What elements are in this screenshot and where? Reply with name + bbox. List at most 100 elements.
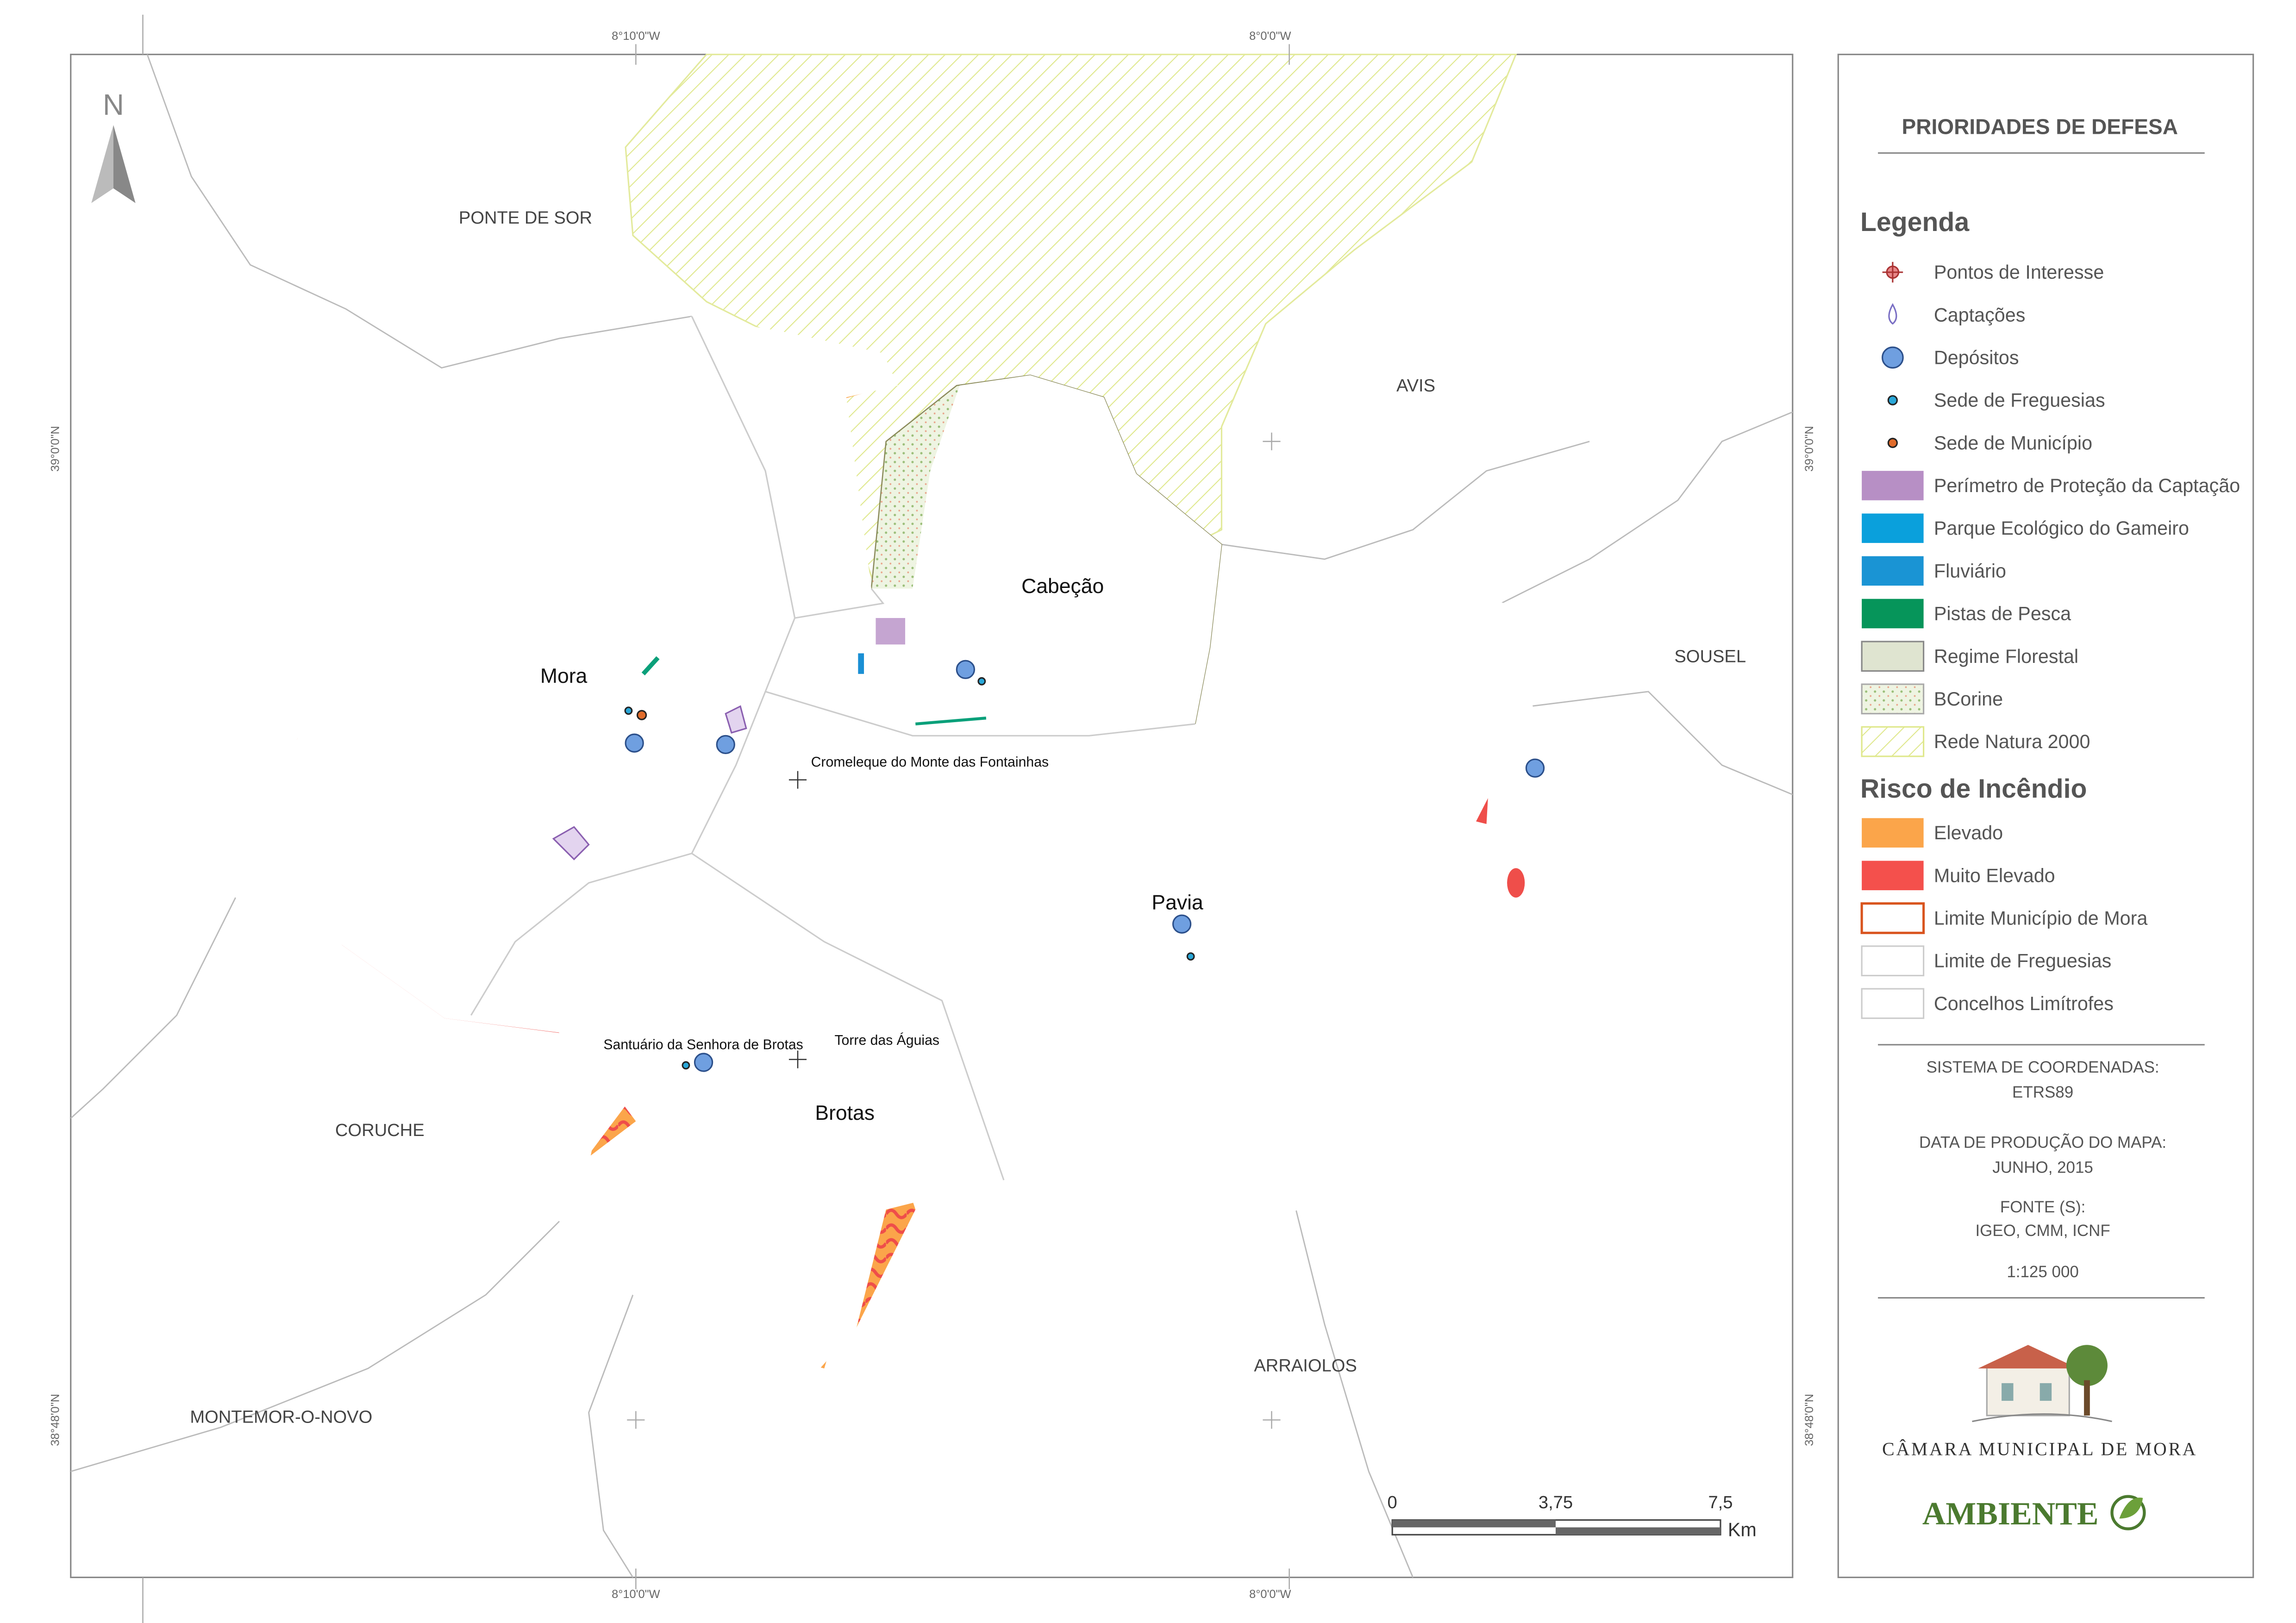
neighbor-label: SOUSEL: [1674, 646, 1746, 666]
map-shape: [1862, 513, 1924, 543]
map-shape: [1172, 914, 1192, 934]
map-shape: [1525, 758, 1545, 778]
map-shape: [1882, 346, 1904, 369]
scale-ratio: 1:125 000: [2007, 1263, 2079, 1281]
legend-label: Muito Elevado: [1934, 865, 2055, 886]
neighbor-borders: [70, 54, 1793, 1578]
map-shape: [1860, 902, 1925, 934]
map-shape: [1861, 641, 1925, 672]
map-shape: [694, 1053, 713, 1072]
legend-symbols: [1860, 262, 1925, 1019]
map-shape: [915, 716, 987, 726]
map-shape: [1861, 726, 1925, 757]
map-shape: [876, 618, 906, 645]
map-shape: [625, 733, 644, 753]
map-shape: [765, 691, 1195, 737]
scale-tick: 7,5: [1708, 1492, 1733, 1512]
map-shape: [795, 588, 885, 619]
map-shape: [1972, 1413, 2112, 1423]
legend-label: Depósitos: [1934, 347, 2019, 368]
scale-bar: 0 3,75 7,5 Km: [1388, 1492, 1757, 1540]
map-shape: [2066, 1345, 2108, 1386]
legend-label: Sede de Freguesias: [1934, 390, 2105, 411]
map-shape: [1887, 437, 1898, 448]
map-shape: [146, 54, 692, 369]
legend-label: Elevado: [1934, 822, 2003, 843]
info-value: JUNHO, 2015: [1992, 1158, 2093, 1176]
poi-label: Torre das Águias: [834, 1033, 939, 1048]
map-shape: [716, 735, 735, 755]
map-shape: [2039, 1383, 2052, 1401]
longitude-label: 8°0'0"W: [1249, 1588, 1291, 1601]
map-shape: [91, 125, 113, 203]
info-value: IGEO, CMM, ICNF: [1975, 1222, 2110, 1240]
scale-unit: Km: [1728, 1519, 1757, 1540]
scale-tick: 0: [1388, 1492, 1397, 1512]
parish-label: Pavia: [1151, 891, 1203, 914]
map-shape: [1888, 303, 1897, 325]
map-shape: [691, 853, 1005, 1180]
point-symbols: [552, 660, 1545, 1072]
info-value: ETRS89: [2012, 1083, 2073, 1101]
map-shape: [1862, 861, 1924, 891]
map-shape: [1978, 1345, 2078, 1369]
neighbor-label: PONTE DE SOR: [459, 208, 592, 228]
map-shape: [624, 706, 633, 715]
map-shape: [1392, 1520, 1556, 1528]
neighbor-label: AVIS: [1396, 376, 1435, 396]
map-shape: [1887, 395, 1898, 406]
legend-label: Rede Natura 2000: [1934, 731, 2090, 752]
parish-label: Cabeção: [1021, 575, 1104, 598]
neighbor-label: MONTEMOR-O-NOVO: [190, 1407, 372, 1427]
legend-label: Fluviário: [1934, 560, 2006, 581]
graticule-crosses: [142, 14, 1290, 1623]
map-shape: [1186, 952, 1195, 961]
map-shape: [1862, 556, 1924, 586]
map-shape: [70, 1221, 560, 1472]
legend-panel: [1837, 54, 2254, 1579]
legend-label: Limite Município de Mora: [1934, 908, 2148, 929]
map-title: PRIORIDADES DE DEFESA: [1902, 114, 2178, 138]
poi-label: Cromeleque do Monte das Fontainhas: [811, 755, 1049, 770]
map-shape: [977, 677, 986, 686]
map-shape: [1501, 411, 1793, 604]
map-shape: [2119, 1498, 2143, 1519]
logo-name: CÂMARA MUNICIPAL DE MORA: [1882, 1439, 2197, 1460]
legend-label: Limite de Freguesias: [1934, 950, 2111, 972]
latitude-label: 38°48'0"N: [1803, 1394, 1816, 1446]
legend-title: Legenda: [1860, 207, 1970, 237]
latitude-label: 39°0'0"N: [49, 426, 62, 472]
map-shape: [1861, 988, 1925, 1019]
map-shape: [2002, 1383, 2014, 1401]
latitude-label: 39°0'0"N: [1803, 426, 1816, 472]
map-shape: [70, 897, 237, 1119]
map-shape: [1986, 1365, 2070, 1417]
legend-label: Pistas de Pesca: [1934, 603, 2071, 624]
map-shape: [1861, 945, 1925, 977]
north-label: N: [103, 88, 124, 121]
map-shape: [552, 826, 590, 861]
neighbor-label: CORUCHE: [335, 1120, 425, 1140]
map-shape: [2084, 1380, 2090, 1416]
latitude-label: 38°48'0"N: [49, 1394, 62, 1446]
water-features: [641, 618, 987, 726]
map-shape: [1861, 683, 1925, 715]
legend-label: Perímetro de Proteção da Captação: [1934, 475, 2240, 496]
legend-label: Captações: [1934, 304, 2026, 325]
info-label: DATA DE PRODUÇÃO DO MAPA:: [1919, 1133, 2166, 1151]
map-shape: [641, 656, 660, 676]
map-shape: [1862, 818, 1924, 848]
map-shape: [636, 710, 647, 720]
legend-label: Sede de Município: [1934, 432, 2092, 454]
legend-label: BCorine: [1934, 688, 2003, 710]
neighbor-label: ARRAIOLOS: [1254, 1355, 1357, 1375]
map-shape: [470, 316, 796, 1016]
parish-label: Brotas: [815, 1102, 875, 1124]
map-shape: [858, 653, 864, 674]
longitude-label: 8°0'0"W: [1249, 30, 1291, 43]
map-shape: [1221, 441, 1590, 560]
parish-borders: [470, 316, 1195, 1180]
legend-label: Pontos de Interesse: [1934, 262, 2104, 283]
